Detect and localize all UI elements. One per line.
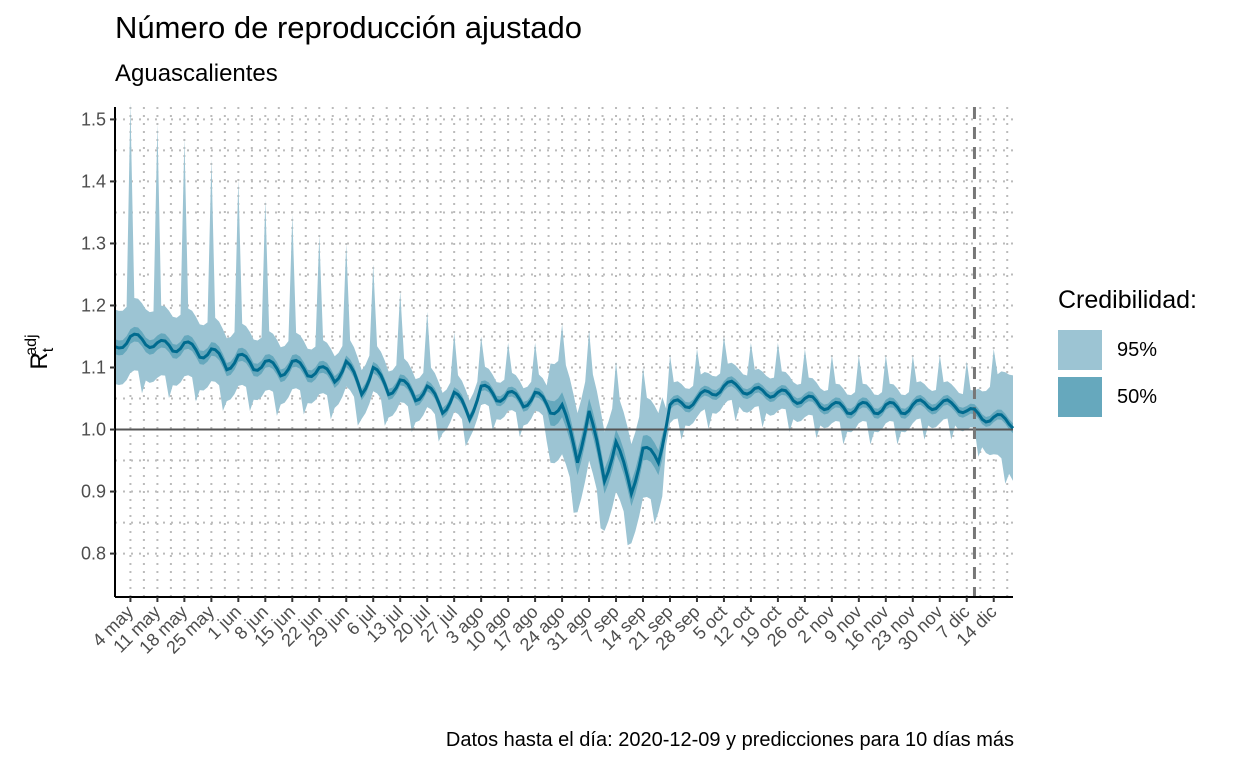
y-tick-label: 1.4 [81,171,106,191]
band-50 [115,326,1013,507]
y-tick-label: 1.3 [81,233,106,253]
y-axis-label: Rtadj [23,334,57,369]
chart-caption: Datos hasta el día: 2020-12-09 y predicc… [445,729,1014,751]
y-tick-label: 1.0 [81,420,106,440]
y-axis-ticks: 0.8 0.9 1.0 1.1 1.2 1.3 1.4 1.5 [81,109,115,564]
credible-bands [115,102,1013,546]
legend-item-95: 95% [1058,328,1157,372]
legend-title: Credibilidad: [1058,286,1197,314]
legend-label-50: 50% [1117,385,1158,408]
grid-lines [115,107,1013,597]
legend-swatch-95 [1058,330,1102,370]
legend-swatch-50 [1058,377,1102,417]
band-95 [115,102,1013,546]
series-line-rt [114,332,1015,500]
y-tick-label: 1.1 [81,358,106,378]
y-tick-label: 1.5 [81,109,106,129]
chart-subtitle: Aguascalientes [115,60,278,87]
y-tick-label: 1.2 [81,295,106,315]
y-axis-title: Rtadj [23,334,57,369]
chart-title: Número de reproducción ajustado [115,10,582,45]
series-lines [114,332,1015,500]
y-tick-label: 0.9 [81,482,106,502]
legend-item-50: 50% [1058,375,1157,419]
y-tick-label: 0.8 [81,544,106,564]
reference-line [115,107,1013,597]
legend-label-95: 95% [1117,338,1158,361]
